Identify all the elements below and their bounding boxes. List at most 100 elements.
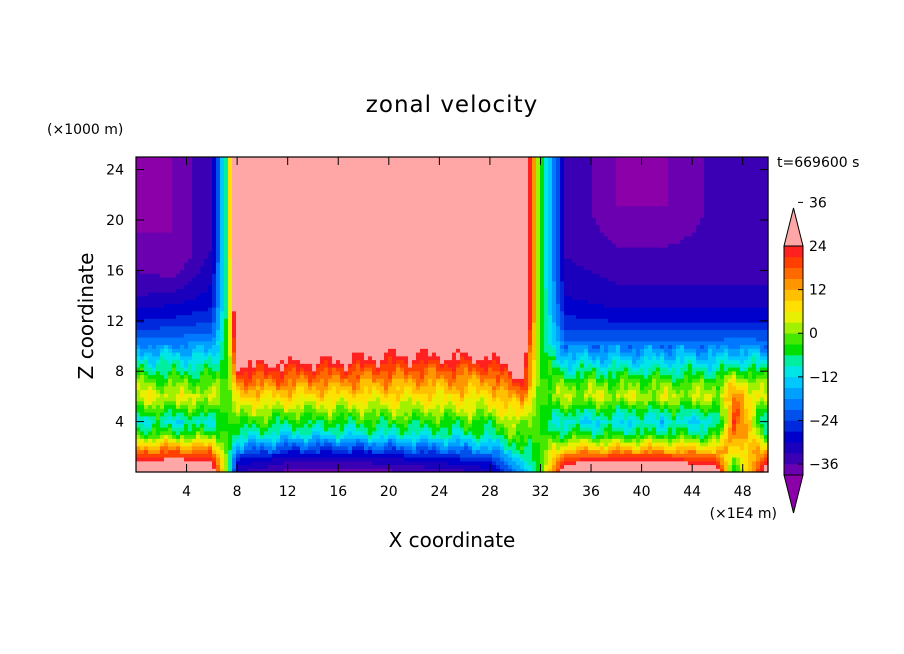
contour-cell <box>200 404 205 409</box>
contour-cell <box>288 442 293 447</box>
contour-cell <box>148 232 153 237</box>
contour-cell <box>276 160 281 166</box>
contour-cell <box>144 404 149 409</box>
contour-cell <box>188 262 193 267</box>
contour-cell <box>276 254 281 259</box>
contour-cell <box>156 318 161 323</box>
contour-cell <box>200 247 205 252</box>
contour-cell <box>252 352 257 357</box>
contour-cell <box>212 232 217 237</box>
contour-cell <box>176 423 181 428</box>
contour-cell <box>144 187 149 192</box>
contour-cell <box>172 329 177 334</box>
contour-cell <box>224 224 229 229</box>
contour-cell <box>216 449 221 454</box>
contour-cell <box>248 310 253 316</box>
contour-cell <box>172 183 177 188</box>
contour-cell <box>308 374 313 379</box>
contour-cell <box>160 363 165 368</box>
contour-cell <box>300 340 305 346</box>
contour-cell <box>180 295 185 301</box>
contour-cell <box>316 423 321 428</box>
contour-cell <box>192 337 197 342</box>
contour-cell <box>204 464 209 469</box>
contour-cell <box>368 374 373 379</box>
contour-cell <box>136 427 141 432</box>
contour-cell <box>216 273 221 278</box>
contour-cell <box>240 292 245 297</box>
contour-cell <box>372 382 377 387</box>
contour-cell <box>260 157 265 162</box>
contour-cell <box>200 168 205 173</box>
contour-cell <box>280 280 285 286</box>
contour-cell <box>140 314 145 319</box>
contour-cell <box>160 389 165 394</box>
contour-cell <box>220 419 225 424</box>
contour-cell <box>316 442 321 447</box>
contour-cell <box>208 254 213 259</box>
contour-cell <box>160 280 165 286</box>
contour-cell <box>212 423 217 428</box>
contour-cell <box>304 408 309 413</box>
contour-cell <box>168 157 173 162</box>
contour-cell <box>232 340 237 346</box>
contour-cell <box>164 468 169 473</box>
contour-cell <box>212 209 217 214</box>
contour-cell <box>184 183 189 188</box>
contour-cell <box>180 370 185 376</box>
contour-cell <box>348 468 353 473</box>
contour-cell <box>228 273 233 278</box>
contour-cell <box>144 284 149 289</box>
contour-cell <box>292 382 297 387</box>
contour-cell <box>204 232 209 237</box>
contour-cell <box>164 172 169 177</box>
contour-cell <box>288 265 293 271</box>
contour-cell <box>212 168 217 173</box>
contour-cell <box>208 389 213 394</box>
contour-cell <box>348 325 353 331</box>
contour-cell <box>312 198 317 203</box>
contour-cell <box>356 299 361 304</box>
contour-cell <box>292 314 297 319</box>
contour-cell <box>368 333 373 338</box>
contour-cell <box>184 453 189 458</box>
contour-cell <box>356 453 361 458</box>
contour-cell <box>176 337 181 342</box>
contour-cell <box>172 382 177 387</box>
contour-cell <box>204 400 209 406</box>
contour-cell <box>364 254 369 259</box>
contour-cell <box>216 228 221 233</box>
contour-cell <box>164 194 169 199</box>
contour-cell <box>248 209 253 214</box>
contour-cell <box>356 449 361 454</box>
contour-cell <box>200 363 205 368</box>
contour-cell <box>340 355 345 361</box>
contour-cell <box>348 453 353 458</box>
contour-cell <box>220 397 225 402</box>
contour-cell <box>164 187 169 192</box>
contour-cell <box>352 322 357 327</box>
contour-cell <box>208 198 213 203</box>
contour-cell <box>156 348 161 353</box>
contour-cell <box>332 442 337 447</box>
contour-cell <box>192 303 197 308</box>
contour-cell <box>284 194 289 199</box>
contour-cell <box>188 322 193 327</box>
contour-cell <box>284 355 289 361</box>
contour-cell <box>316 258 321 263</box>
contour-cell <box>348 217 353 222</box>
contour-cell <box>340 314 345 319</box>
contour-cell <box>260 190 265 196</box>
contour-cell <box>164 408 169 413</box>
contour-cell <box>140 194 145 199</box>
contour-cell <box>304 172 309 177</box>
contour-cell <box>296 325 301 331</box>
contour-cell <box>188 265 193 271</box>
contour-cell <box>332 318 337 323</box>
contour-cell <box>220 344 225 349</box>
contour-cell <box>328 168 333 173</box>
contour-cell <box>148 460 153 466</box>
contour-cell <box>232 397 237 402</box>
contour-cell <box>284 277 289 282</box>
contour-cell <box>216 430 221 436</box>
